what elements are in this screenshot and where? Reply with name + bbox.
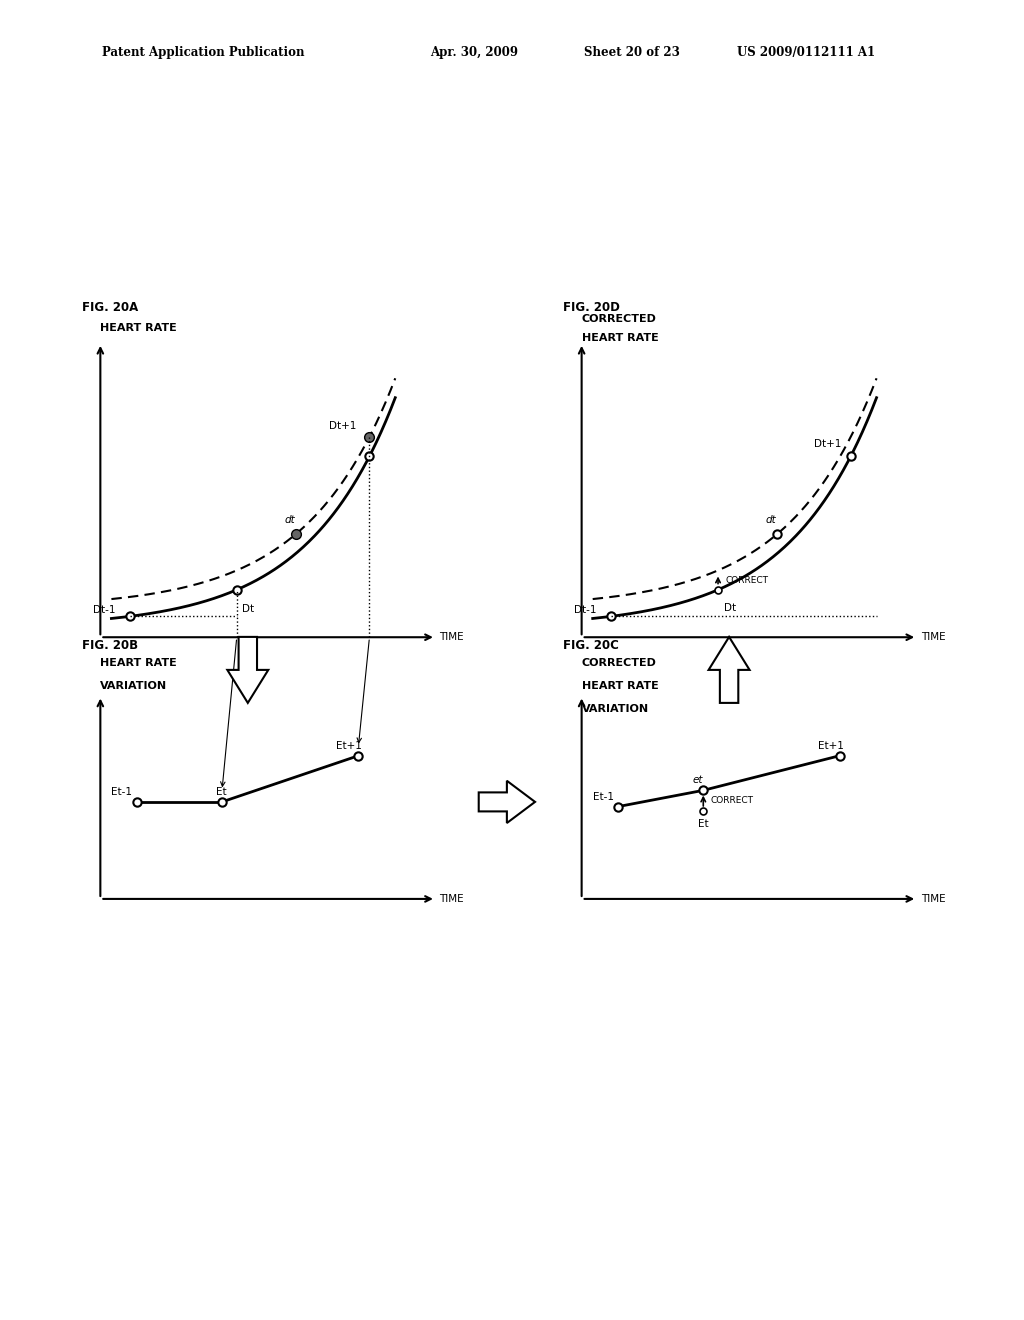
Text: Sheet 20 of 23: Sheet 20 of 23 — [584, 46, 680, 59]
Text: Dt: Dt — [243, 605, 254, 614]
Text: CORRECT: CORRECT — [725, 577, 768, 585]
Text: FIG. 20C: FIG. 20C — [563, 639, 620, 652]
Text: HEART RATE: HEART RATE — [582, 333, 658, 343]
Text: TIME: TIME — [921, 632, 945, 643]
Text: CORRECTED: CORRECTED — [582, 657, 656, 668]
Text: Dt+1: Dt+1 — [814, 438, 842, 449]
Text: Apr. 30, 2009: Apr. 30, 2009 — [430, 46, 518, 59]
Text: Et+1: Et+1 — [336, 741, 362, 751]
Text: Et: Et — [216, 787, 227, 797]
Text: TIME: TIME — [439, 632, 464, 643]
Text: TIME: TIME — [439, 894, 464, 904]
Text: VARIATION: VARIATION — [582, 704, 649, 714]
Text: Dt+1: Dt+1 — [329, 421, 356, 430]
Text: Et-1: Et-1 — [112, 787, 132, 797]
Text: HEART RATE: HEART RATE — [582, 681, 658, 692]
Text: FIG. 20B: FIG. 20B — [82, 639, 138, 652]
Text: dt: dt — [285, 515, 295, 525]
Text: US 2009/0112111 A1: US 2009/0112111 A1 — [737, 46, 876, 59]
Text: Dt-1: Dt-1 — [574, 605, 597, 615]
Text: et: et — [692, 775, 702, 785]
Text: Patent Application Publication: Patent Application Publication — [102, 46, 305, 59]
Text: Dt-1: Dt-1 — [93, 605, 116, 615]
Text: CORRECT: CORRECT — [711, 796, 754, 805]
Text: FIG. 20D: FIG. 20D — [563, 301, 621, 314]
Text: Et+1: Et+1 — [817, 741, 844, 751]
Text: HEART RATE: HEART RATE — [100, 323, 177, 333]
Text: dt: dt — [766, 515, 776, 525]
Text: VARIATION: VARIATION — [100, 681, 168, 692]
Text: Et-1: Et-1 — [593, 792, 613, 801]
Text: TIME: TIME — [921, 894, 945, 904]
Text: HEART RATE: HEART RATE — [100, 657, 177, 668]
Text: Et: Et — [697, 820, 709, 829]
Text: FIG. 20A: FIG. 20A — [82, 301, 138, 314]
Text: CORRECTED: CORRECTED — [582, 314, 656, 323]
Text: Dt: Dt — [724, 603, 735, 612]
